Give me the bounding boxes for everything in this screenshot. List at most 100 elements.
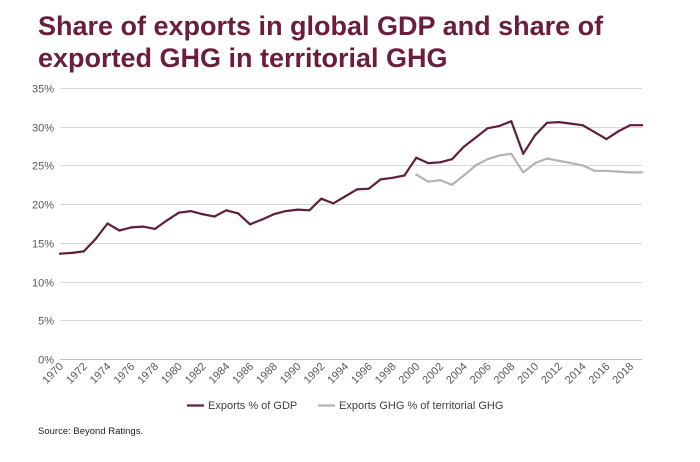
data-point bbox=[557, 159, 561, 162]
y-tick-label: 10% bbox=[32, 278, 54, 290]
data-point bbox=[82, 250, 85, 253]
y-tick-label: 15% bbox=[32, 239, 54, 251]
x-tick-label: 2016 bbox=[587, 361, 613, 387]
data-point bbox=[439, 161, 442, 164]
series-lines bbox=[58, 120, 644, 255]
data-point bbox=[474, 136, 477, 139]
data-point bbox=[296, 208, 299, 211]
x-tick-label: 1980 bbox=[159, 361, 185, 387]
x-tick-label: 2002 bbox=[420, 361, 446, 387]
data-point bbox=[415, 173, 418, 176]
x-tick-label: 2004 bbox=[444, 361, 470, 387]
data-point bbox=[534, 162, 537, 165]
data-point bbox=[70, 251, 73, 254]
data-point bbox=[189, 210, 192, 213]
data-point bbox=[260, 218, 263, 221]
data-point bbox=[617, 130, 620, 133]
data-point bbox=[534, 134, 537, 137]
data-point bbox=[118, 229, 121, 232]
data-point bbox=[545, 121, 549, 124]
x-axis-ticks: 1970197219741976197819801982198419861988… bbox=[40, 361, 636, 387]
y-tick-label: 25% bbox=[32, 161, 54, 173]
data-point bbox=[237, 212, 240, 215]
x-tick-label: 2012 bbox=[539, 361, 565, 387]
data-point bbox=[367, 187, 370, 190]
x-tick-label: 2014 bbox=[563, 361, 589, 387]
series-line-exports-ghg bbox=[415, 152, 644, 186]
source-note: Source: Beyond Ratings. bbox=[38, 426, 144, 437]
x-tick-label: 1976 bbox=[112, 361, 138, 387]
data-point bbox=[308, 209, 311, 212]
data-point bbox=[593, 131, 596, 134]
x-tick-label: 1972 bbox=[64, 361, 90, 387]
chart-title-line-2: exported GHG in territorial GHG bbox=[38, 43, 448, 73]
x-tick-label: 1998 bbox=[373, 361, 399, 387]
x-tick-label: 1982 bbox=[183, 361, 209, 387]
data-point bbox=[498, 154, 501, 157]
data-point bbox=[522, 152, 525, 155]
data-point bbox=[640, 171, 644, 174]
y-tick-label: 30% bbox=[32, 123, 54, 135]
y-tick-label: 20% bbox=[32, 200, 54, 212]
data-point bbox=[569, 162, 572, 165]
x-tick-label: 1978 bbox=[135, 361, 161, 387]
data-point bbox=[355, 188, 358, 191]
gridlines bbox=[60, 88, 642, 321]
data-point bbox=[640, 124, 644, 127]
data-point bbox=[58, 252, 62, 255]
x-tick-label: 2018 bbox=[610, 361, 636, 387]
data-point bbox=[474, 164, 477, 167]
data-point bbox=[130, 226, 133, 229]
x-tick-label: 2006 bbox=[468, 361, 494, 387]
x-tick-label: 1992 bbox=[302, 361, 328, 387]
legend-label-ghg: Exports GHG % of territorial GHG bbox=[339, 400, 503, 412]
data-point bbox=[332, 202, 335, 205]
data-point bbox=[177, 211, 180, 214]
x-tick-label: 1990 bbox=[278, 361, 304, 387]
legend-label-gdp: Exports % of GDP bbox=[208, 400, 297, 412]
chart-title: Share of exports in global GDP and share… bbox=[38, 10, 678, 74]
series-line-exports-gdp bbox=[58, 120, 644, 255]
data-point bbox=[605, 138, 608, 141]
y-axis-ticks: 0% 5% 10% 15% 20% 25% 30% 35% bbox=[32, 84, 54, 367]
x-tick-label: 1988 bbox=[254, 361, 280, 387]
x-tick-label: 1986 bbox=[230, 361, 256, 387]
data-point bbox=[415, 156, 418, 159]
x-tick-label: 2010 bbox=[515, 361, 541, 387]
data-point bbox=[391, 176, 394, 179]
data-point bbox=[225, 209, 228, 212]
data-point bbox=[142, 225, 145, 228]
x-tick-label: 1984 bbox=[207, 361, 233, 387]
data-point bbox=[629, 124, 632, 127]
x-tick-label: 1994 bbox=[325, 361, 351, 387]
x-tick-label: 2008 bbox=[492, 361, 518, 387]
data-point bbox=[439, 179, 442, 182]
data-point bbox=[272, 213, 275, 216]
data-point bbox=[94, 237, 97, 241]
data-point bbox=[617, 170, 620, 173]
data-point bbox=[557, 121, 561, 124]
legend: Exports % of GDP Exports GHG % of territ… bbox=[187, 400, 503, 412]
data-point bbox=[427, 162, 430, 165]
data-point bbox=[510, 120, 513, 123]
data-point bbox=[545, 157, 549, 160]
data-point bbox=[379, 178, 382, 181]
data-point bbox=[450, 183, 454, 186]
data-point bbox=[498, 124, 501, 127]
data-point bbox=[605, 169, 608, 172]
data-point bbox=[320, 197, 323, 200]
x-tick-label: 1996 bbox=[349, 361, 375, 387]
data-point bbox=[248, 223, 252, 226]
y-tick-label: 0% bbox=[38, 355, 54, 367]
data-point bbox=[462, 145, 465, 148]
data-point bbox=[106, 222, 109, 225]
x-tick-label: 1974 bbox=[88, 361, 114, 387]
data-point bbox=[427, 180, 430, 183]
data-point bbox=[522, 171, 525, 174]
data-point bbox=[462, 174, 465, 177]
data-point bbox=[486, 127, 489, 130]
data-point bbox=[284, 210, 287, 213]
data-point bbox=[581, 164, 584, 167]
chart-title-line-1: Share of exports in global GDP and share… bbox=[38, 11, 604, 41]
